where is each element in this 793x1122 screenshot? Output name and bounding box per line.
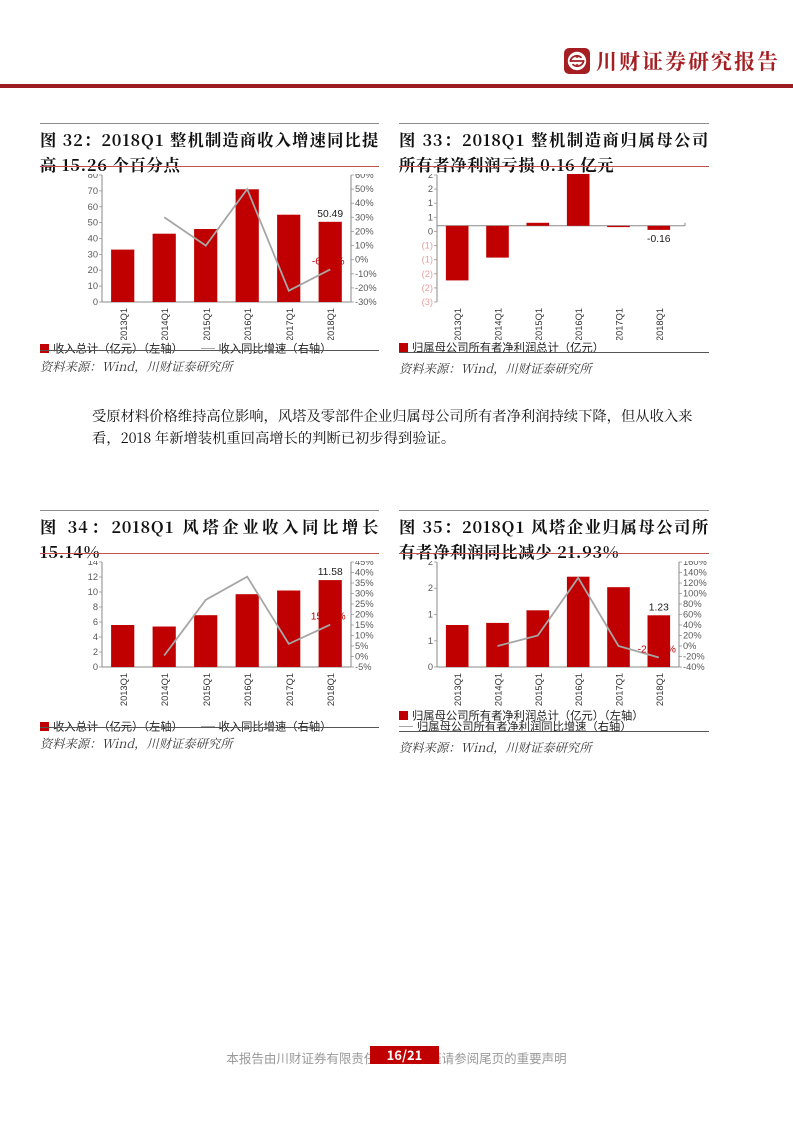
svg-text:6: 6 [93, 617, 98, 627]
svg-text:2014Q1: 2014Q1 [494, 673, 504, 706]
svg-text:2013Q1: 2013Q1 [453, 673, 463, 706]
svg-text:0%: 0% [355, 652, 368, 662]
svg-text:40: 40 [88, 234, 98, 244]
svg-text:2015Q1: 2015Q1 [202, 308, 212, 340]
svg-text:2013Q1: 2013Q1 [119, 308, 129, 340]
svg-text:120%: 120% [683, 578, 707, 588]
svg-text:2018Q1: 2018Q1 [655, 673, 665, 706]
svg-text:40%: 40% [355, 568, 374, 578]
svg-text:10%: 10% [355, 631, 374, 641]
svg-text:-20%: -20% [683, 652, 705, 662]
svg-text:8: 8 [93, 602, 98, 612]
svg-text:15.14%: 15.14% [311, 612, 346, 623]
svg-text:2016Q1: 2016Q1 [574, 308, 584, 340]
svg-text:-5%: -5% [355, 662, 372, 672]
svg-text:2015Q1: 2015Q1 [202, 673, 212, 706]
svg-text:14: 14 [88, 561, 98, 567]
svg-text:35%: 35% [355, 578, 374, 588]
svg-text:-0.16: -0.16 [647, 234, 671, 245]
svg-text:4: 4 [93, 632, 98, 642]
svg-text:160%: 160% [683, 561, 707, 567]
svg-text:-40%: -40% [683, 662, 705, 672]
svg-text:5%: 5% [355, 641, 368, 651]
svg-text:70: 70 [88, 186, 98, 196]
svg-text:1: 1 [428, 636, 433, 646]
svg-text:1: 1 [428, 610, 433, 620]
svg-text:80: 80 [88, 174, 98, 180]
svg-text:60: 60 [88, 202, 98, 212]
svg-text:2016Q1: 2016Q1 [574, 673, 584, 706]
svg-text:-30%: -30% [355, 297, 377, 307]
svg-text:2: 2 [428, 184, 433, 194]
svg-text:45%: 45% [355, 561, 374, 567]
svg-text:50: 50 [88, 218, 98, 228]
svg-text:2: 2 [428, 561, 433, 567]
svg-text:2014Q1: 2014Q1 [494, 308, 504, 340]
svg-text:20%: 20% [355, 610, 374, 620]
svg-text:60%: 60% [683, 610, 702, 620]
svg-text:2: 2 [93, 647, 98, 657]
svg-text:2018Q1: 2018Q1 [326, 308, 336, 340]
svg-text:0: 0 [93, 297, 98, 307]
svg-text:20%: 20% [683, 631, 702, 641]
svg-text:1.23: 1.23 [649, 602, 669, 613]
svg-text:2017Q1: 2017Q1 [615, 673, 625, 706]
svg-text:100%: 100% [683, 589, 707, 599]
svg-text:-10%: -10% [355, 269, 377, 279]
svg-text:30%: 30% [355, 589, 374, 599]
svg-text:10: 10 [88, 587, 98, 597]
svg-text:30: 30 [88, 249, 98, 259]
svg-text:(2): (2) [422, 269, 433, 279]
svg-text:20%: 20% [355, 226, 374, 236]
svg-text:2015Q1: 2015Q1 [534, 308, 544, 340]
svg-text:2016Q1: 2016Q1 [243, 673, 253, 706]
svg-text:(1): (1) [422, 255, 433, 265]
svg-text:(3): (3) [422, 297, 433, 307]
svg-text:10: 10 [88, 281, 98, 291]
svg-text:2014Q1: 2014Q1 [160, 308, 170, 340]
svg-text:50%: 50% [355, 184, 374, 194]
svg-text:40%: 40% [683, 620, 702, 630]
svg-text:2013Q1: 2013Q1 [119, 673, 129, 706]
svg-text:1: 1 [428, 198, 433, 208]
svg-text:2: 2 [428, 174, 433, 180]
svg-text:2016Q1: 2016Q1 [243, 308, 253, 340]
svg-text:2017Q1: 2017Q1 [285, 673, 295, 706]
svg-text:-21.93%: -21.93% [638, 645, 676, 656]
svg-text:80%: 80% [683, 599, 702, 609]
svg-text:2017Q1: 2017Q1 [615, 308, 625, 340]
svg-text:0%: 0% [683, 641, 696, 651]
svg-text:2015Q1: 2015Q1 [534, 673, 544, 706]
svg-text:2013Q1: 2013Q1 [453, 308, 463, 340]
svg-text:-20%: -20% [355, 283, 377, 293]
svg-text:(1): (1) [422, 241, 433, 251]
svg-text:50.49: 50.49 [317, 209, 343, 220]
svg-text:0%: 0% [355, 255, 368, 265]
svg-text:30%: 30% [355, 212, 374, 222]
svg-text:-6.87%: -6.87% [312, 256, 345, 267]
svg-text:2: 2 [428, 583, 433, 593]
svg-text:12: 12 [88, 572, 98, 582]
svg-text:2018Q1: 2018Q1 [326, 673, 336, 706]
svg-text:2018Q1: 2018Q1 [655, 308, 665, 340]
svg-text:60%: 60% [355, 174, 374, 180]
svg-text:20: 20 [88, 265, 98, 275]
svg-text:10%: 10% [355, 241, 374, 251]
svg-text:11.58: 11.58 [318, 567, 343, 578]
svg-text:40%: 40% [355, 198, 374, 208]
svg-text:1: 1 [428, 212, 433, 222]
svg-text:(2): (2) [422, 283, 433, 293]
svg-text:2014Q1: 2014Q1 [160, 673, 170, 706]
svg-text:2017Q1: 2017Q1 [285, 308, 295, 340]
svg-text:15%: 15% [355, 620, 374, 630]
svg-text:0: 0 [428, 662, 433, 672]
svg-text:0: 0 [428, 226, 433, 236]
svg-text:140%: 140% [683, 568, 707, 578]
svg-text:0: 0 [93, 662, 98, 672]
svg-text:25%: 25% [355, 599, 374, 609]
